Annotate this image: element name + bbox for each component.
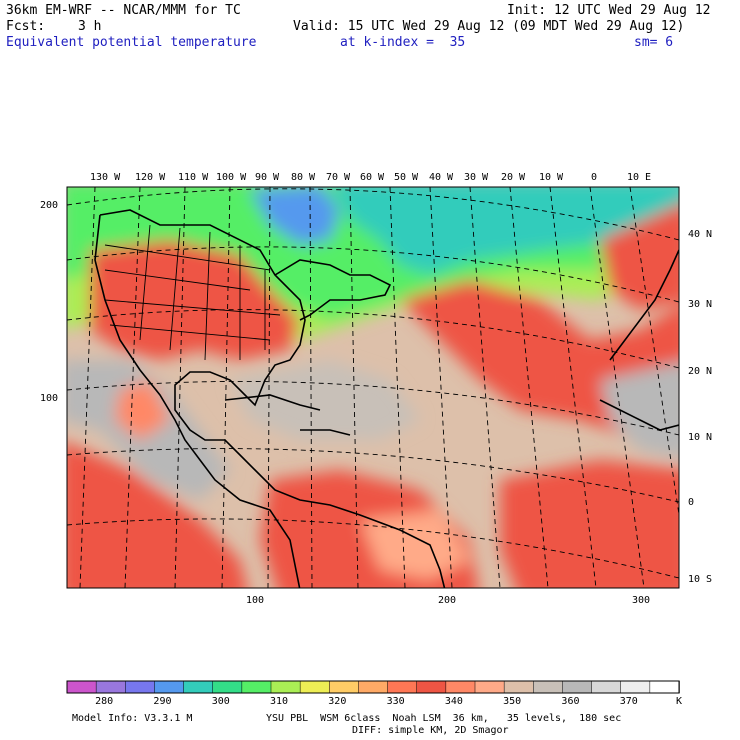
colorbar-swatch — [183, 680, 214, 694]
grid-y-label: 200 — [40, 200, 59, 211]
lon-label: 120 W — [135, 172, 166, 183]
smoothing-info: sm= 6 — [634, 35, 674, 50]
theta-e-field — [67, 187, 679, 588]
lon-label: 50 W — [394, 172, 419, 183]
colorbar-swatch — [241, 680, 272, 694]
colorbar-swatch — [474, 680, 505, 694]
colorbar-swatch — [358, 680, 389, 694]
valid-time: Valid: 15 UTC Wed 29 Aug 12 (09 MDT Wed … — [293, 19, 685, 34]
colorbar-swatch — [416, 680, 447, 694]
lon-label: 40 W — [429, 172, 454, 183]
colorbar-swatch — [533, 680, 564, 694]
lon-label: 110 W — [178, 172, 209, 183]
grid-y-label: 100 — [40, 393, 59, 404]
colorbar-swatch — [212, 680, 243, 694]
colorbar-swatch — [270, 680, 301, 694]
colorbar-swatch — [591, 680, 622, 694]
grid-x-label: 300 — [632, 595, 651, 606]
lon-label: 60 W — [360, 172, 385, 183]
colorbar-swatch — [445, 680, 476, 694]
lon-label: 10 E — [627, 172, 652, 183]
colorbar-tick-label: 310 — [270, 696, 289, 707]
lon-label: 70 W — [326, 172, 351, 183]
colorbar-tick-label: 300 — [211, 696, 230, 707]
colorbar-swatch — [562, 680, 593, 694]
model-title: 36km EM-WRF -- NCAR/MMM for TC — [6, 3, 241, 18]
colorbar-swatch — [299, 680, 331, 694]
colorbar-swatch — [387, 680, 418, 694]
physics-info: YSU PBL WSM 6class Noah LSM 36 km, 35 le… — [266, 713, 622, 724]
political-borders — [104, 224, 281, 361]
forecast-label: Fcst: — [6, 19, 46, 34]
graticule — [67, 187, 679, 588]
init-time: Init: 12 UTC Wed 29 Aug 12 — [507, 3, 711, 18]
field-name: Equivalent potential temperature — [6, 35, 257, 50]
colorbar-tick-label: 340 — [444, 696, 463, 707]
lat-label: 20 N — [688, 366, 713, 377]
lon-label: 130 W — [90, 172, 121, 183]
colorbar-tick-label: 350 — [503, 696, 522, 707]
lon-label: 90 W — [255, 172, 280, 183]
grid-x-label: 200 — [438, 595, 457, 606]
lat-label: 10 S — [688, 574, 713, 585]
lat-label: 0 — [688, 497, 695, 508]
level-info: at k-index = 35 — [340, 35, 466, 50]
colorbar-tick-label: 330 — [386, 696, 405, 707]
colorbar-swatch — [620, 680, 651, 694]
model-info: Model Info: V3.3.1 M — [72, 713, 193, 724]
colorbar-tick-label: 290 — [153, 696, 172, 707]
colorbar-tick-label: 360 — [561, 696, 580, 707]
lon-label: 20 W — [501, 172, 526, 183]
forecast-hour: 3 h — [78, 19, 102, 34]
colorbar-swatch — [154, 680, 185, 694]
lon-label: 10 W — [539, 172, 564, 183]
lon-label: 80 W — [291, 172, 316, 183]
lon-label: 0 — [591, 172, 598, 183]
coastlines — [94, 209, 679, 588]
lat-label: 30 N — [688, 299, 713, 310]
colorbar-swatch — [66, 680, 97, 694]
colorbar-tick-label: 280 — [95, 696, 114, 707]
colorbar-swatch — [503, 680, 535, 694]
colorbar-tick-label: 320 — [328, 696, 347, 707]
grid-x-label: 100 — [246, 595, 265, 606]
diffusion-info: DIFF: simple KM, 2D Smagor — [352, 725, 509, 736]
lon-label: 30 W — [464, 172, 489, 183]
colorbar-tick-label: 370 — [619, 696, 638, 707]
colorbar-unit: K — [676, 696, 683, 707]
colorbar — [66, 680, 680, 694]
lat-label: 40 N — [688, 229, 713, 240]
colorbar-swatch — [125, 680, 156, 694]
lat-label: 10 N — [688, 432, 713, 443]
colorbar-swatch — [329, 680, 360, 694]
lon-label: 100 W — [216, 172, 247, 183]
colorbar-swatch — [649, 680, 680, 694]
map-frame — [66, 186, 680, 589]
colorbar-frame — [66, 680, 680, 694]
colorbar-swatch — [95, 680, 127, 694]
